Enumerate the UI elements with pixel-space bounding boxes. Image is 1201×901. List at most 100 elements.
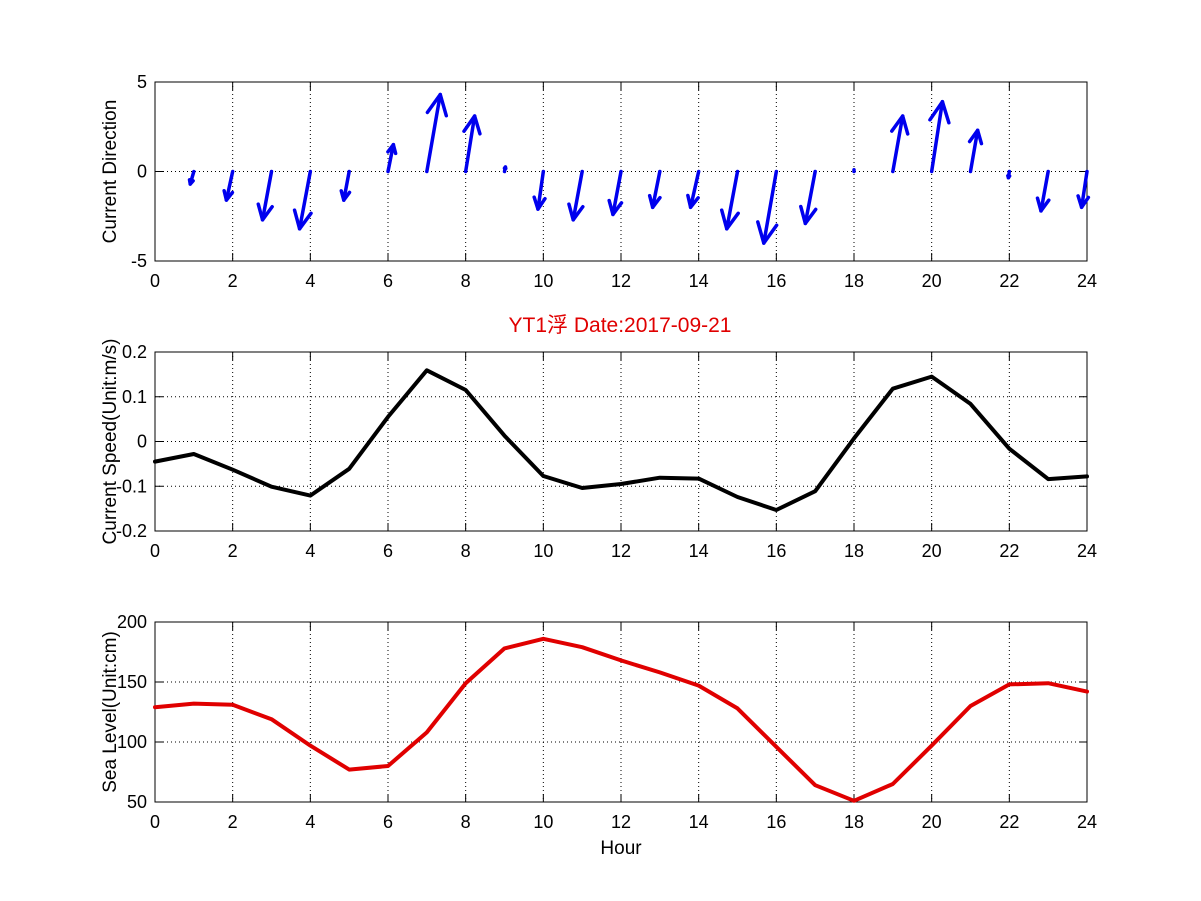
x-tick-label: 0 <box>150 541 160 561</box>
direction-arrow <box>647 169 662 210</box>
arrow-head <box>756 220 779 245</box>
x-tick-label: 24 <box>1077 271 1097 291</box>
x-tick-label: 8 <box>461 812 471 832</box>
x-tick-label: 10 <box>533 541 553 561</box>
arrow-shaft <box>968 128 980 174</box>
arrow-head <box>967 128 984 146</box>
arrow-shaft <box>1079 169 1089 210</box>
y-tick-label: -0.1 <box>116 476 147 496</box>
x-tick-label: 0 <box>150 812 160 832</box>
arrow-head <box>686 193 700 210</box>
x-tick-label: 22 <box>999 271 1019 291</box>
y-axis-label: Current Direction <box>100 100 121 244</box>
arrow-shaft <box>803 169 817 226</box>
arrow-shaft <box>611 169 623 217</box>
x-tick-label: 12 <box>611 812 631 832</box>
x-tick-label: 4 <box>305 271 315 291</box>
direction-arrow <box>607 169 624 217</box>
y-tick-label: 0 <box>137 432 147 452</box>
direction-arrow <box>719 169 740 231</box>
x-tick-label: 6 <box>383 812 393 832</box>
x-tick-label: 6 <box>383 541 393 561</box>
arrow-shaft <box>762 169 779 245</box>
arrow-head <box>890 114 910 136</box>
arrow-shaft <box>929 99 945 174</box>
x-tick-label: 12 <box>611 271 631 291</box>
direction-arrow <box>890 114 910 174</box>
x-tick-label: 16 <box>766 812 786 832</box>
x-tick-label: 4 <box>305 812 315 832</box>
arrow-head <box>425 92 449 118</box>
arrow-head <box>928 99 951 125</box>
x-tick-label: 0 <box>150 271 160 291</box>
x-tick-label: 16 <box>766 541 786 561</box>
arrow-head <box>607 198 624 217</box>
arrow-shaft <box>463 114 477 174</box>
direction-arrow <box>222 169 235 202</box>
x-tick-label: 20 <box>922 271 942 291</box>
direction-arrow <box>425 92 449 174</box>
x-tick-label: 20 <box>922 541 942 561</box>
arrow-shaft <box>571 169 584 222</box>
arrow-head <box>567 202 585 222</box>
arrow-head <box>1006 174 1012 180</box>
y-tick-label: 50 <box>127 792 147 812</box>
y-tick-label: -0.2 <box>116 521 147 541</box>
y-tick-label: 0.2 <box>122 342 147 362</box>
x-tick-label: 2 <box>228 541 238 561</box>
y-axis-label: Sea Level(Unit:cm) <box>100 631 121 793</box>
arrow-head <box>386 142 398 156</box>
current-speed-panel: 0 2 4 6 8 10 12 14 16 18 20 22 240.20.10-0.1-0.2Curr… <box>100 339 1097 561</box>
arrow-shaft <box>650 169 662 210</box>
arrow-shaft <box>386 142 396 174</box>
arrow-shaft <box>224 169 235 202</box>
direction-arrow <box>1006 169 1012 180</box>
arrow-head <box>1076 194 1091 210</box>
x-tick-label: 12 <box>611 541 631 561</box>
y-tick-label: 0.1 <box>122 387 147 407</box>
arrow-shaft <box>688 169 701 210</box>
arrow-shaft <box>425 92 443 174</box>
arrow-head <box>799 204 818 226</box>
arrow-head <box>502 165 508 171</box>
direction-arrow <box>756 169 779 245</box>
arrow-head <box>532 195 547 211</box>
x-tick-label: 22 <box>999 812 1019 832</box>
x-tick-label: 6 <box>383 271 393 291</box>
y-axis-label: Current Speed(Unit:m/s) <box>100 339 121 545</box>
arrow-shaft <box>1039 169 1050 213</box>
arrow-head <box>719 208 740 231</box>
direction-arrow <box>339 169 352 202</box>
x-tick-label: 14 <box>689 541 709 561</box>
figure-title: YT1浮 Date:2017-09-21 <box>509 314 732 337</box>
x-tick-label: 14 <box>689 812 709 832</box>
arrow-shaft <box>297 169 313 231</box>
direction-arrow <box>1076 169 1091 210</box>
y-tick-label: -5 <box>131 251 147 271</box>
direction-arrow <box>567 169 585 222</box>
direction-arrow <box>799 169 818 226</box>
x-tick-label: 24 <box>1077 812 1097 832</box>
arrow-head <box>462 114 482 136</box>
direction-arrow <box>386 142 398 174</box>
x-tick-label: 10 <box>533 812 553 832</box>
x-tick-label: 24 <box>1077 541 1097 561</box>
x-tick-label: 2 <box>228 271 238 291</box>
x-tick-label: 4 <box>305 541 315 561</box>
x-tick-label: 18 <box>844 541 864 561</box>
direction-arrow <box>686 169 701 210</box>
x-tick-label: 14 <box>689 271 709 291</box>
arrow-head <box>339 189 352 202</box>
arrow-head <box>647 193 662 210</box>
x-tick-label: 20 <box>922 812 942 832</box>
y-tick-label: 100 <box>117 732 147 752</box>
x-tick-label: 8 <box>461 271 471 291</box>
direction-arrow <box>532 169 547 211</box>
arrow-shaft <box>725 169 740 231</box>
arrow-shaft <box>342 169 351 202</box>
direction-arrow <box>967 128 984 174</box>
arrow-shaft <box>260 169 274 222</box>
